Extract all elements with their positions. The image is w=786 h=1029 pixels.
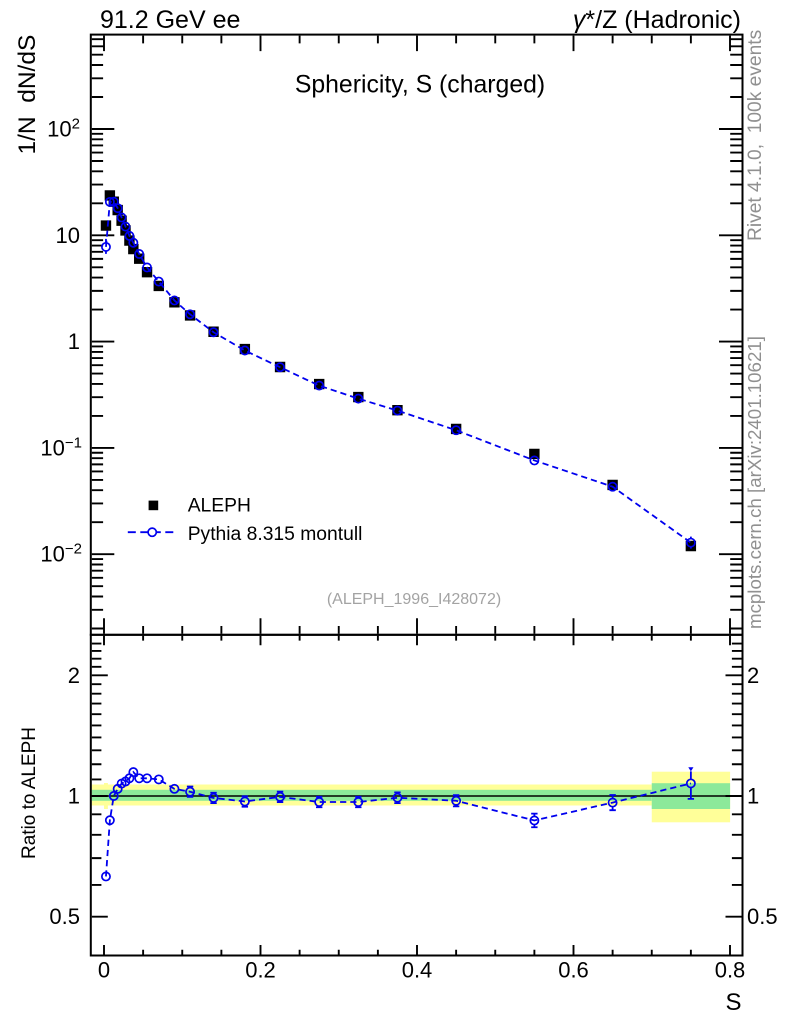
- svg-text:0.2: 0.2: [245, 958, 276, 983]
- svg-text:0.6: 0.6: [558, 958, 589, 983]
- svg-text:1: 1: [68, 784, 80, 809]
- svg-text:Ratio to ALEPH: Ratio to ALEPH: [19, 727, 40, 859]
- svg-text:mcplots.cern.ch [arXiv:2401.10: mcplots.cern.ch [arXiv:2401.10621]: [744, 336, 765, 629]
- svg-text:2: 2: [68, 663, 80, 688]
- svg-text:0.5: 0.5: [49, 904, 80, 929]
- svg-text:S: S: [725, 989, 741, 1016]
- svg-text:0: 0: [98, 958, 110, 983]
- svg-text:0.5: 0.5: [747, 904, 778, 929]
- svg-text:1: 1: [68, 329, 80, 354]
- svg-text:Pythia 8.315 montull: Pythia 8.315 montull: [188, 524, 363, 545]
- svg-text:(ALEPH_1996_I428072): (ALEPH_1996_I428072): [327, 591, 501, 608]
- svg-text:0.4: 0.4: [402, 958, 433, 983]
- svg-text:91.2 GeV ee: 91.2 GeV ee: [100, 6, 240, 34]
- svg-text:γ*/Z (Hadronic): γ*/Z (Hadronic): [573, 6, 741, 34]
- svg-text:1: 1: [747, 784, 759, 809]
- svg-text:Rivet 4.1.0, 100k events: Rivet 4.1.0, 100k events: [745, 30, 766, 241]
- svg-text:10: 10: [56, 223, 80, 248]
- svg-text:0.8: 0.8: [715, 958, 746, 983]
- svg-text:ALEPH: ALEPH: [188, 495, 251, 516]
- svg-text:1/N dN/dS: 1/N dN/dS: [14, 35, 41, 155]
- svg-text:2: 2: [747, 663, 759, 688]
- svg-text:Sphericity, S (charged): Sphericity, S (charged): [295, 72, 545, 99]
